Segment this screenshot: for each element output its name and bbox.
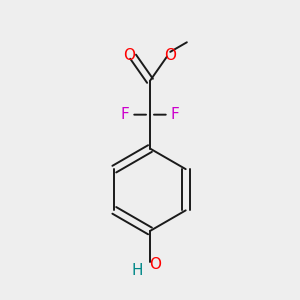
Text: O: O bbox=[124, 48, 136, 63]
Text: F: F bbox=[171, 106, 179, 122]
Text: H: H bbox=[132, 262, 143, 278]
Text: F: F bbox=[121, 106, 129, 122]
Text: O: O bbox=[149, 257, 161, 272]
Text: O: O bbox=[164, 48, 176, 63]
